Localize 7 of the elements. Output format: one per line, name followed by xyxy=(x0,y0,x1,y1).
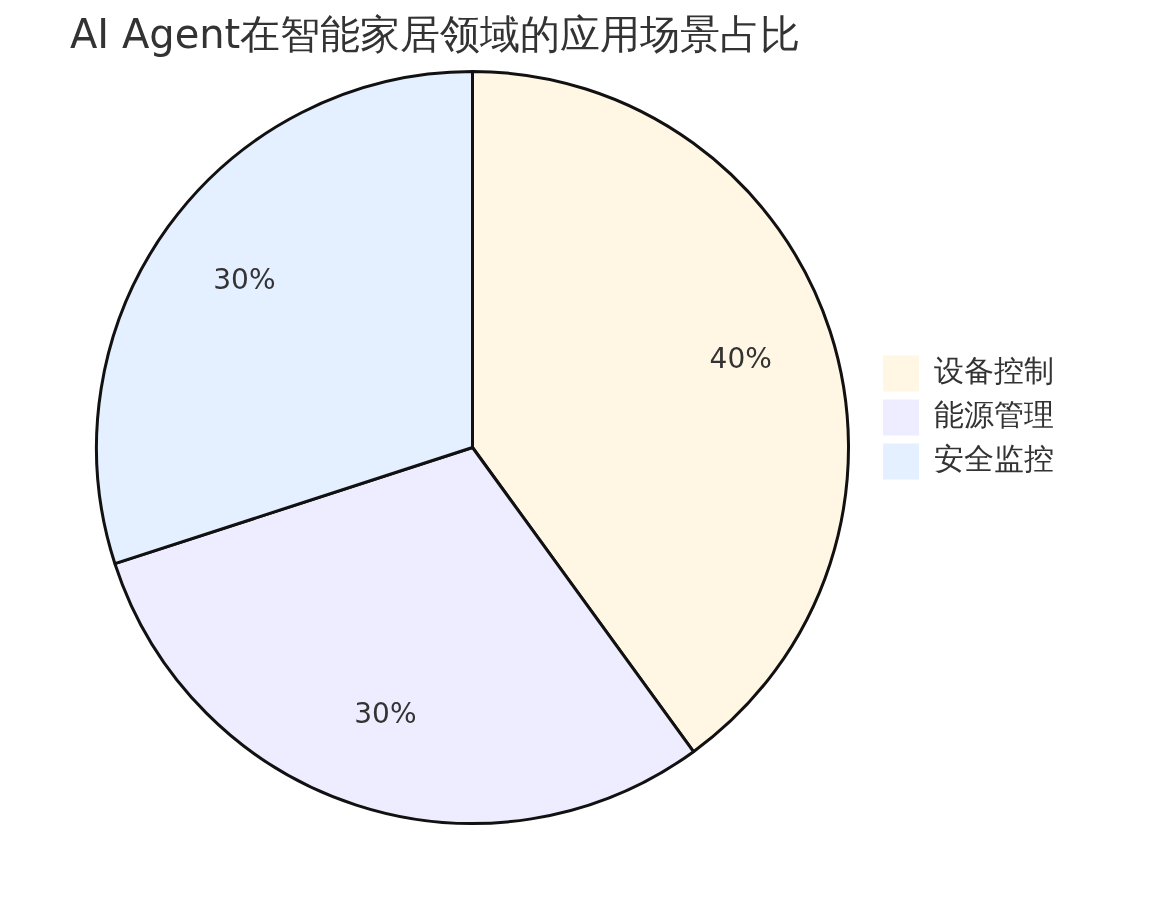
data-label: 30% xyxy=(354,696,417,730)
data-label: 30% xyxy=(213,263,276,297)
legend-label: 能源管理 xyxy=(934,397,1054,433)
legend-label: 设备控制 xyxy=(934,353,1054,389)
legend-label: 安全监控 xyxy=(934,441,1054,477)
chart-title: AI Agent在智能家居领域的应用场景占比 xyxy=(70,11,801,58)
data-label: 40% xyxy=(709,341,772,375)
